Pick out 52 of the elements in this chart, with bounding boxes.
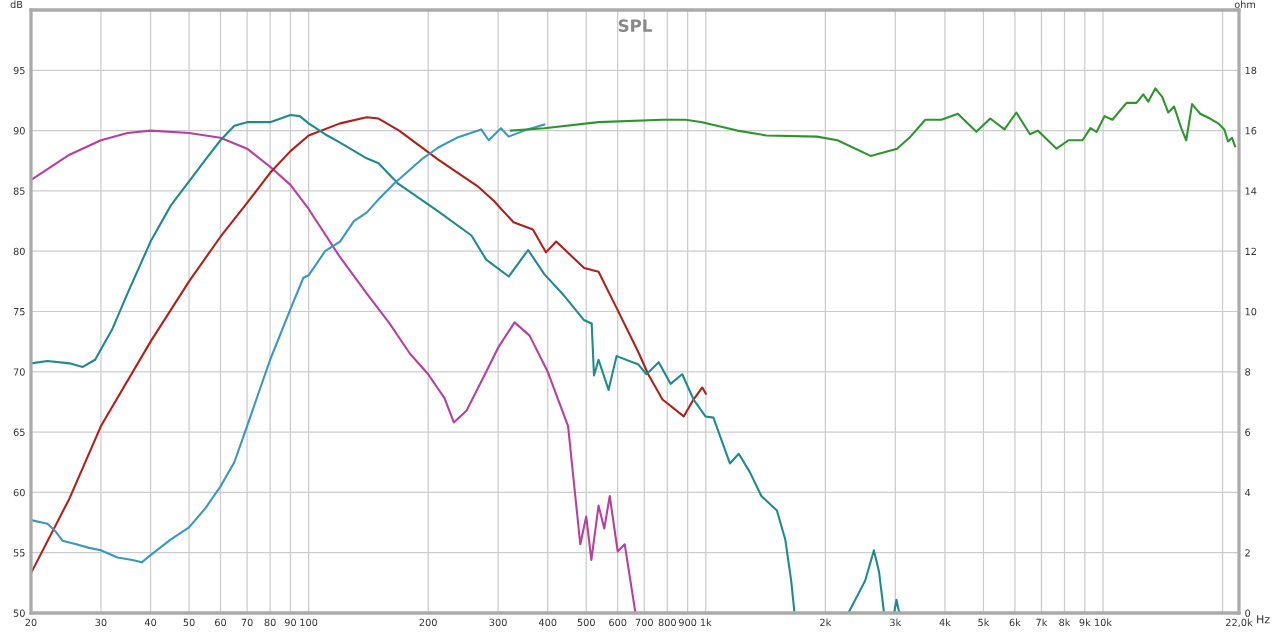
x-tick-label: 900 <box>678 618 697 627</box>
chart-title: SPL <box>618 19 652 32</box>
x-tick-label: 20 <box>25 618 37 627</box>
y2-tick-label: 0 <box>1245 609 1251 617</box>
y-tick-label: 50 <box>13 609 25 617</box>
y-tick-label: 85 <box>13 187 25 195</box>
y-tick-label: 65 <box>13 428 25 436</box>
y-tick-label: 80 <box>13 247 25 256</box>
y2-tick-label: 2 <box>1245 549 1250 557</box>
x-tick-label: 70 <box>241 618 253 627</box>
x-tick-label: 700 <box>635 618 653 627</box>
x-tick-label: 3k <box>890 618 902 627</box>
y2-tick-label: 18 <box>1245 66 1257 75</box>
y2-tick-label: 16 <box>1245 127 1257 135</box>
x-tick-label: 50 <box>183 618 195 627</box>
x-tick-label: 30 <box>95 618 107 627</box>
x-tick-label: 500 <box>577 618 595 627</box>
x-tick-label: 7k <box>1036 618 1048 626</box>
y-tick-label: 55 <box>13 549 25 557</box>
y-tick-label: 70 <box>13 368 25 376</box>
x-tick-label: 300 <box>489 618 507 627</box>
x-tick-label: 400 <box>538 618 557 627</box>
y-axis-title: dB <box>10 0 23 9</box>
y2-tick-label: 4 <box>1245 489 1251 497</box>
x-tick-label: 22,0k <box>1226 618 1253 628</box>
y2-tick-label: 8 <box>1245 368 1251 376</box>
y2-axis-title: ohm <box>1234 0 1256 9</box>
y-tick-label: 60 <box>13 488 25 497</box>
x-tick-label: 1k <box>700 618 712 626</box>
x-tick-label: 60 <box>215 618 227 627</box>
x-tick-label: 40 <box>144 618 157 627</box>
x-tick-label: 80 <box>264 618 276 627</box>
x-tick-label: 600 <box>609 618 627 627</box>
x-tick-label: 9k <box>1079 618 1091 627</box>
x-tick-label: 10k <box>1095 618 1112 627</box>
x-tick-label: 6k <box>1009 618 1021 627</box>
x-tick-label: 4k <box>939 618 951 626</box>
x-tick-label: 200 <box>419 618 437 627</box>
x-tick-label: 800 <box>658 618 676 627</box>
y-tick-label: 95 <box>13 66 25 75</box>
y2-tick-label: 6 <box>1245 428 1251 436</box>
x-tick-label: 5k <box>978 618 990 627</box>
y-tick-label: 75 <box>13 308 25 316</box>
x-tick-label: 2k <box>820 618 832 626</box>
x-axis-title: Hz <box>1257 615 1270 624</box>
y2-tick-label: 12 <box>1245 247 1256 255</box>
x-tick-label: 100 <box>300 618 318 627</box>
y2-tick-label: 14 <box>1245 187 1257 195</box>
y2-tick-label: 10 <box>1245 307 1257 316</box>
x-tick-label: 90 <box>284 618 296 627</box>
y-tick-label: 90 <box>13 127 25 135</box>
x-tick-label: 8k <box>1059 618 1071 627</box>
